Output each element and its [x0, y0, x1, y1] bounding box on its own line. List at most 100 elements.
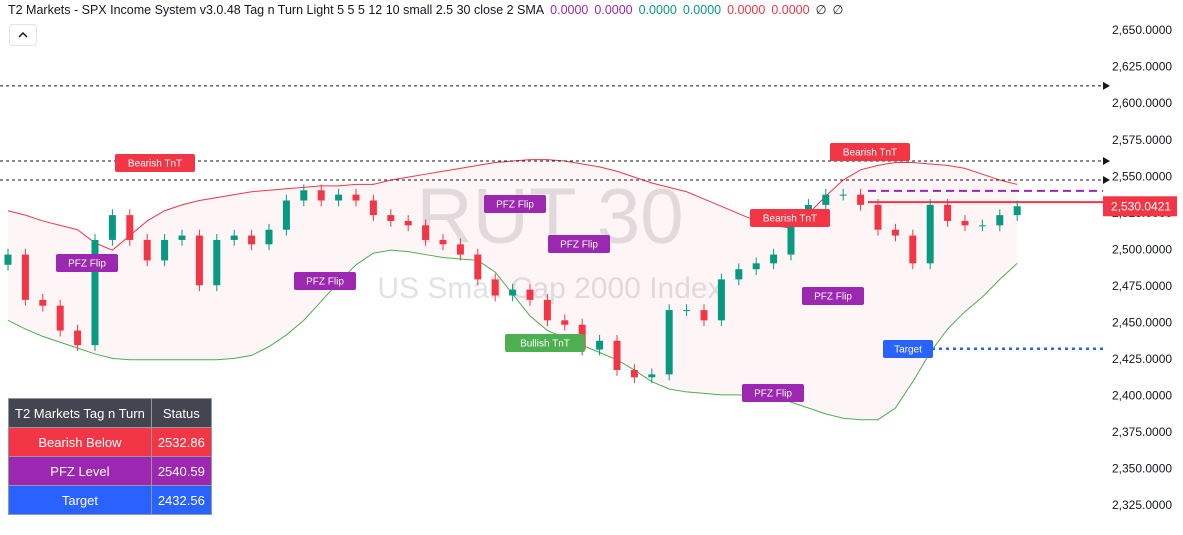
last-price-label: 2,530.0421: [1111, 199, 1171, 213]
candle-body: [700, 310, 708, 321]
candle-body: [613, 340, 621, 371]
candle-body: [265, 229, 273, 245]
candle-body: [439, 239, 447, 245]
annotation-box: [830, 143, 910, 161]
indicator-value: 0.0000: [638, 3, 677, 17]
y-tick-label: 2,625.0000: [1112, 60, 1172, 74]
candle-body: [770, 254, 778, 264]
row-value: 2532.86: [150, 427, 212, 457]
candle-body: [561, 320, 569, 325]
candle-body: [387, 215, 395, 221]
candle-body: [195, 235, 203, 286]
annotation: PFZ Flip: [802, 287, 864, 305]
annotation-label: Bearish TnT: [843, 148, 897, 159]
candle-body: [213, 239, 221, 286]
candle-body: [108, 215, 116, 240]
annotation: Bearish TnT: [830, 143, 910, 161]
y-tick-label: 2,475.0000: [1112, 279, 1172, 293]
candle-body: [909, 235, 917, 264]
candle-body: [526, 289, 534, 300]
annotation-label: PFZ Flip: [496, 200, 534, 211]
annotation-box: [802, 287, 864, 305]
y-tick-label: 2,575.0000: [1112, 133, 1172, 147]
candle-body: [735, 269, 743, 280]
annotation: PFZ Flip: [742, 384, 804, 402]
candle-body: [369, 200, 377, 216]
table-row: PFZ Level 2540.59: [8, 456, 212, 486]
annotation: Bearish TnT: [750, 209, 830, 227]
candle-body: [474, 254, 482, 280]
table-header-cell: T2 Markets Tag n Turn: [8, 398, 152, 428]
candle-body: [1013, 206, 1021, 216]
last-price-box: [1103, 196, 1177, 217]
annotation-label: Bullish TnT: [520, 339, 570, 350]
candle-body: [509, 289, 517, 296]
candle-body: [961, 220, 969, 226]
annotation-box: [294, 272, 356, 290]
candle-body: [787, 215, 795, 255]
table-row: Bearish Below 2532.86: [8, 427, 212, 457]
candle-body: [404, 220, 412, 226]
row-name: PFZ Level: [8, 456, 152, 486]
candle-body: [161, 239, 169, 261]
y-tick-label: 2,650.0000: [1112, 23, 1172, 37]
y-tick-label: 2,550.0000: [1112, 169, 1172, 183]
candle-body: [648, 374, 656, 378]
row-name: Bearish Below: [8, 427, 152, 457]
annotation-box: [742, 384, 804, 402]
candle-body: [596, 340, 604, 350]
candle-body: [996, 215, 1004, 226]
candle-body: [752, 263, 760, 270]
candle-body: [926, 204, 934, 264]
indicator-value: 0.0000: [594, 3, 633, 17]
annotation-label: PFZ Flip: [754, 389, 792, 400]
candle-body: [143, 239, 151, 261]
header-text: T2 Markets - SPX Income System v3.0.48 T…: [8, 3, 545, 17]
y-tick-label: 2,500.0000: [1112, 242, 1172, 256]
candle-body: [178, 235, 186, 240]
candle-body: [717, 279, 725, 321]
indicator-header: T2 Markets - SPX Income System v3.0.48 T…: [8, 2, 849, 17]
candle-body: [282, 200, 290, 230]
annotation-label: PFZ Flip: [306, 277, 344, 288]
indicator-value: 0.0000: [727, 3, 766, 17]
annotation-label: PFZ Flip: [560, 240, 598, 251]
candle-body: [39, 299, 47, 306]
candle-body: [317, 190, 325, 201]
annotation: Bullish TnT: [505, 334, 585, 352]
annotation: PFZ Flip: [548, 235, 610, 253]
row-name: Target: [8, 485, 152, 515]
level-arrow: [1103, 176, 1110, 185]
candle-body: [857, 194, 865, 205]
candle-body: [944, 204, 952, 221]
indicator-value: 0.0000: [550, 3, 589, 17]
annotation: PFZ Flip: [484, 195, 546, 213]
annotation: PFZ Flip: [56, 254, 118, 272]
y-tick-label: 2,375.0000: [1112, 425, 1172, 439]
candle-body: [300, 190, 308, 201]
annotation: Bearish TnT: [115, 154, 195, 172]
annotation-label: Bearish TnT: [128, 159, 182, 170]
candle-body: [839, 194, 847, 196]
watermark-subtitle: US Small Cap 2000 Index: [377, 272, 722, 305]
annotation-box: [484, 195, 546, 213]
annotation-box: [883, 340, 933, 358]
candle-body: [352, 194, 360, 201]
candle-body: [630, 370, 638, 378]
y-tick-label: 2,325.0000: [1112, 498, 1172, 512]
indicator-value: 0.0000: [682, 3, 722, 17]
collapse-button[interactable]: [9, 24, 37, 46]
candle-body: [874, 204, 882, 230]
candle-body: [230, 235, 238, 240]
status-table: T2 Markets Tag n Turn Status Bearish Bel…: [8, 398, 212, 515]
indicator-value: 0.0000: [771, 3, 810, 17]
candle-body: [248, 235, 256, 245]
annotation-box: [505, 334, 585, 352]
y-tick-label: 2,400.0000: [1112, 388, 1172, 402]
table-header-cell: Status: [150, 398, 212, 428]
annotation-box: [115, 154, 195, 172]
annotation: PFZ Flip: [294, 272, 356, 290]
annotation-label: PFZ Flip: [68, 259, 106, 270]
